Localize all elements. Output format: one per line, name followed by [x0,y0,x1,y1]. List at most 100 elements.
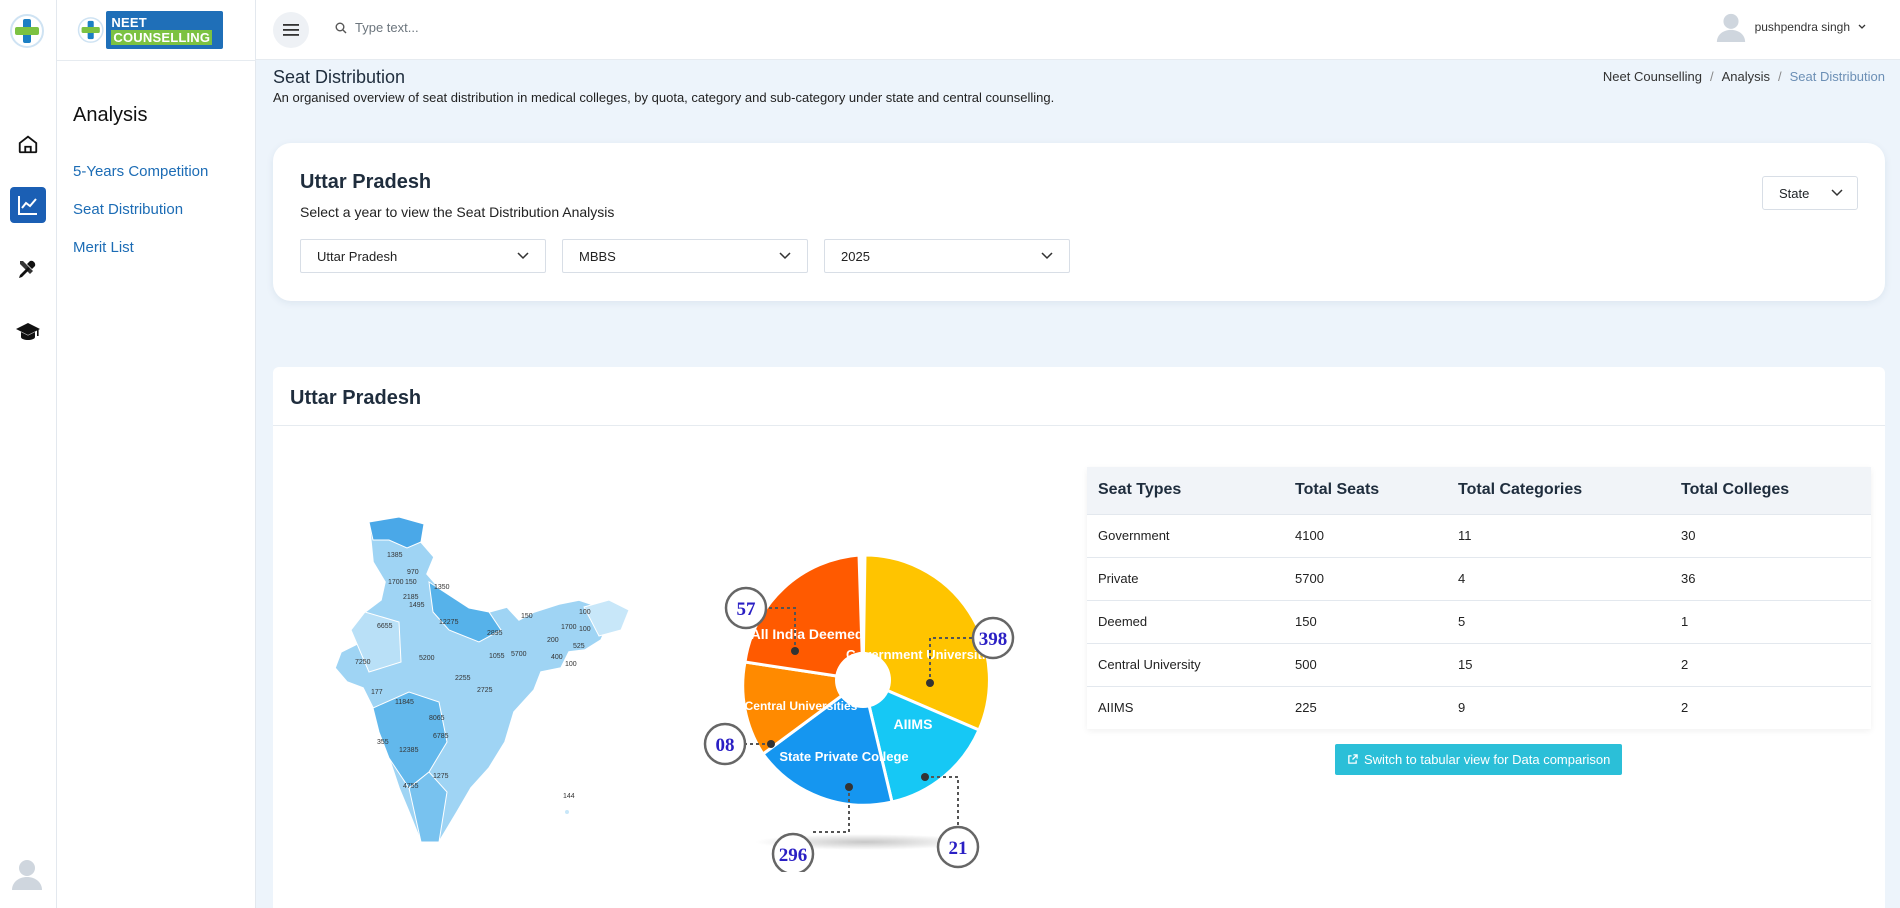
brand-logo[interactable]: NEET COUNSELLING [77,11,223,49]
chevron-down-icon [1858,24,1866,29]
svg-text:8065: 8065 [429,715,445,722]
svg-text:400: 400 [551,654,563,661]
brand-name: NEET COUNSELLING [106,11,223,49]
topbar: Type text... pushpendra singh [256,0,1900,60]
svg-text:5700: 5700 [511,651,527,658]
avatar[interactable] [10,856,44,892]
chevron-down-icon [1831,189,1843,197]
svg-text:1350: 1350 [434,584,450,591]
sidebar: NEET COUNSELLING Analysis 5-Years Compet… [57,0,256,908]
chevron-down-icon [517,252,529,260]
seat-types-table: Seat Types Total Seats Total Categories … [1087,467,1871,729]
table-row: Private 5700 4 36 [1087,556,1871,600]
breadcrumb-neet-counselling[interactable]: Neet Counselling [1602,69,1702,84]
svg-text:11845: 11845 [395,699,414,706]
page-subtitle: An organised overview of seat distributi… [273,90,1055,105]
user-avatar-icon [1716,13,1745,43]
state-dropdown[interactable]: Uttar Pradesh [300,239,546,273]
svg-text:1700: 1700 [388,579,404,586]
svg-text:2255: 2255 [455,675,471,682]
svg-text:08: 08 [716,735,735,756]
svg-text:100: 100 [579,609,591,616]
svg-text:6785: 6785 [433,733,449,740]
table-header: Seat Types [1087,467,1284,514]
svg-text:100: 100 [579,626,591,633]
filter-subtitle: Select a year to view the Seat Distribut… [300,204,615,220]
svg-text:398: 398 [979,629,1008,650]
svg-text:2725: 2725 [477,687,493,694]
svg-text:144: 144 [563,793,575,800]
search-bar[interactable]: Type text... [335,20,419,35]
breadcrumb-current: Seat Distribution [1789,69,1885,84]
course-dropdown[interactable]: MBBS [562,239,808,273]
svg-text:970: 970 [407,569,419,576]
table-header-row: Seat Types Total Seats Total Categories … [1087,467,1871,514]
svg-text:1275: 1275 [433,773,449,780]
year-dropdown[interactable]: 2025 [824,239,1070,273]
filter-title: Uttar Pradesh [300,171,432,193]
user-menu[interactable]: pushpendra singh [1715,10,1866,44]
svg-text:525: 525 [573,643,585,650]
svg-text:6655: 6655 [377,623,393,630]
filter-card: Uttar Pradesh Select a year to view the … [273,143,1885,301]
svg-text:12385: 12385 [399,747,419,754]
svg-text:All India Deemed: All India Deemed [751,626,864,642]
svg-text:1495: 1495 [409,602,425,609]
svg-text:1385: 1385 [387,552,403,559]
app-logo-icon[interactable] [9,13,45,49]
svg-text:2185: 2185 [403,594,419,601]
svg-text:21: 21 [949,838,968,859]
svg-text:1700: 1700 [561,624,577,631]
chevron-down-icon [1041,252,1053,260]
sidebar-item-seat-distribution[interactable]: Seat Distribution [73,201,184,218]
sidebar-item-5-years-competition[interactable]: 5-Years Competition [73,163,209,180]
svg-text:5200: 5200 [419,655,435,662]
svg-text:1055: 1055 [489,653,505,660]
switch-tabular-view-button[interactable]: Switch to tabular view for Data comparis… [1335,744,1623,775]
svg-text:12275: 12275 [439,619,459,626]
svg-text:150: 150 [405,579,417,586]
brand-cross-icon [77,17,104,43]
svg-text:100: 100 [565,661,577,668]
map-value-labels: 1385 970 1700 150 1350 2185 1495 12275 6… [355,552,591,800]
card-divider [273,425,1885,426]
analytics-icon[interactable] [10,187,46,223]
table-header: Total Seats [1284,467,1447,514]
svg-text:Government Universities: Government Universities [846,647,1000,662]
sidebar-title: Analysis [73,104,148,126]
pie-callout-values: 57 398 08 296 21 [716,599,1008,866]
svg-text:4755: 4755 [403,783,419,790]
search-icon [335,22,347,33]
svg-text:State Private College: State Private College [779,749,908,764]
icon-rail [0,0,57,908]
svg-text:296: 296 [779,845,808,866]
table-row: Deemed 150 5 1 [1087,599,1871,643]
sidebar-item-merit-list[interactable]: Merit List [73,239,134,256]
svg-text:150: 150 [521,613,533,620]
search-input[interactable]: Type text... [355,20,419,35]
svg-text:Central Universities: Central Universities [745,699,858,713]
graduation-cap-icon[interactable] [10,313,46,349]
india-map-image: 1385 970 1700 150 1350 2185 1495 12275 6… [334,516,630,843]
svg-text:177: 177 [371,689,383,696]
table-header: Total Categories [1447,467,1670,514]
hamburger-menu-icon[interactable] [273,12,309,48]
chevron-down-icon [779,252,791,260]
svg-text:2895: 2895 [487,630,503,637]
breadcrumb: Neet Counselling / Analysis / Seat Distr… [1602,69,1885,84]
breadcrumb-analysis[interactable]: Analysis [1721,69,1770,84]
external-link-icon [1348,754,1358,764]
table-row: AIIMS 225 9 2 [1087,685,1871,729]
distribution-title: Uttar Pradesh [290,387,422,409]
table-row: Central University 500 15 2 [1087,642,1871,686]
tools-icon[interactable] [10,251,46,287]
svg-text:355: 355 [377,739,389,746]
svg-text:AIIMS: AIIMS [894,716,933,732]
home-icon[interactable] [10,126,46,162]
svg-text:200: 200 [547,637,559,644]
svg-text:57: 57 [737,599,757,620]
scope-dropdown[interactable]: State [1762,176,1858,210]
page-title: Seat Distribution [273,67,406,87]
table-row: Government 4100 11 30 [1087,513,1871,557]
distribution-card: Uttar Pradesh 1385 970 1700 150 1350 218… [273,367,1885,908]
